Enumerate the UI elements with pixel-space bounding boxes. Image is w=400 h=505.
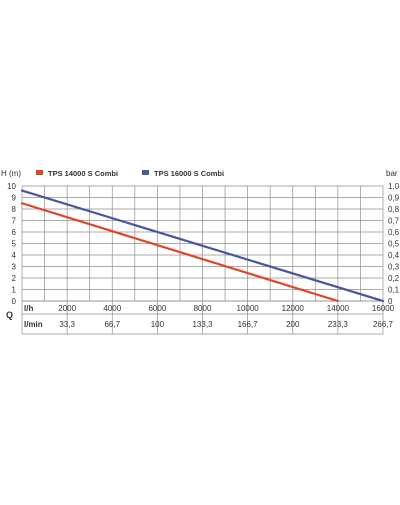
x-tick-label-lmin: 33,3 [59, 320, 75, 329]
x-tick-label-lh: 8000 [194, 304, 212, 313]
x-tick-label-lmin: 66,7 [104, 320, 120, 329]
x-tick-label-lh: 2000 [58, 304, 76, 313]
y-axis-title-left: H (m) [1, 169, 21, 178]
y-tick-label-left: 2 [12, 274, 17, 283]
y-tick-label-left: 7 [12, 217, 17, 226]
y-tick-label-left: 6 [12, 228, 17, 237]
y-tick-label-right: 0,5 [388, 240, 400, 249]
y-tick-label-right: 0,1 [388, 286, 400, 295]
x-tick-label-lh: 10000 [237, 304, 260, 313]
x-tick-label-lmin: 233,3 [328, 320, 349, 329]
legend: TPS 14000 S Combi TPS 16000 S Combi [36, 169, 224, 178]
x-tick-label-lh: 16000 [372, 304, 395, 313]
flow-symbol: Q [6, 310, 13, 320]
y-tick-label-left: 10 [7, 182, 16, 191]
y-tick-label-left: 9 [12, 194, 17, 203]
x-tick-label-lh: 14000 [327, 304, 350, 313]
legend-swatch-1 [36, 170, 43, 175]
legend-swatch-2 [142, 170, 149, 175]
y-tick-label-right: 0,9 [388, 194, 400, 203]
x-tick-label-lmin: 266,7 [373, 320, 394, 329]
x-tick-label-lmin: 133,3 [192, 320, 213, 329]
series-line-2 [20, 189, 385, 303]
y-tick-label-left: 1 [12, 286, 17, 295]
x-tick-label-lh: 4000 [103, 304, 121, 313]
x-tick-label-lmin: 200 [286, 320, 300, 329]
x-tick-label-lmin: 166,7 [238, 320, 259, 329]
x-axis-unit-lmin: l/min [24, 320, 43, 329]
x-tick-label-lh: 12000 [282, 304, 305, 313]
y-tick-label-right: 0 [388, 297, 393, 306]
legend-label-1: TPS 14000 S Combi [48, 169, 118, 178]
series-lines [20, 189, 385, 303]
y-tick-label-right: 0,4 [388, 251, 400, 260]
legend-label-2: TPS 16000 S Combi [154, 169, 224, 178]
y-axis-title-right: bar [386, 169, 398, 178]
y-tick-label-left: 4 [12, 251, 17, 260]
y-tick-label-left: 8 [12, 205, 17, 214]
y-tick-label-right: 0,6 [388, 228, 400, 237]
y-tick-label-left: 3 [12, 263, 17, 272]
y-tick-label-right: 0,2 [388, 274, 400, 283]
x-axis-unit-lh: l/h [24, 304, 33, 313]
series-line-1 [20, 202, 339, 303]
y-tick-label-right: 0,8 [388, 205, 400, 214]
y-tick-label-left: 5 [12, 240, 17, 249]
y-tick-label-right: 0,3 [388, 263, 400, 272]
y-tick-label-right: 1,0 [388, 182, 400, 191]
grid [21, 185, 384, 335]
x-tick-label-lmin: 100 [151, 320, 165, 329]
x-tick-label-lh: 6000 [148, 304, 166, 313]
y-tick-label-left: 0 [12, 297, 17, 306]
y-tick-label-right: 0,7 [388, 217, 400, 226]
axes: 01234567891000,10,20,30,40,50,60,70,80,9… [1, 169, 400, 329]
